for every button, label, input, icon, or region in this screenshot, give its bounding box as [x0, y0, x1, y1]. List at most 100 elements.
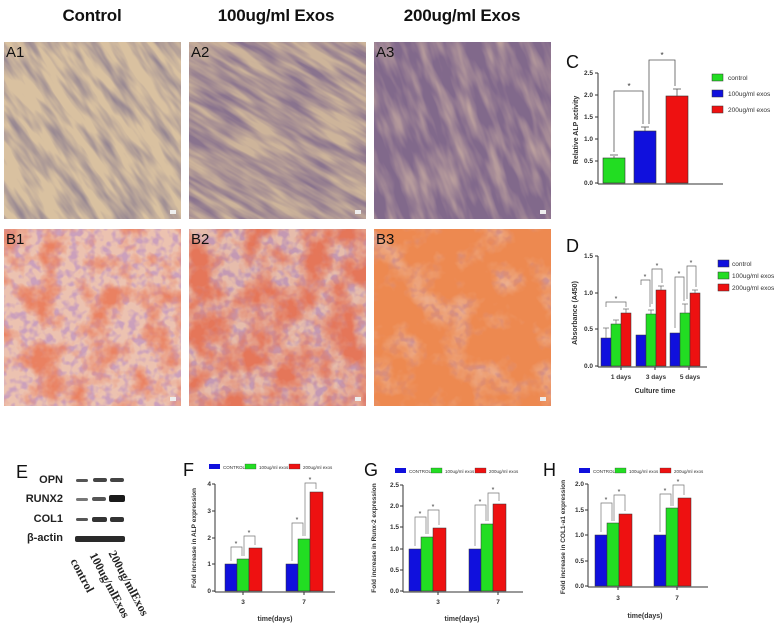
svg-text:2.5: 2.5	[584, 70, 593, 77]
micrograph-a2: A2	[189, 42, 366, 219]
svg-text:*: *	[492, 487, 495, 494]
svg-text:0.0: 0.0	[390, 588, 399, 595]
chart-c-legend: control 100ug/ml exos 200ug/ml exos	[711, 73, 771, 114]
svg-text:3: 3	[436, 599, 440, 606]
alizarin-stain-image	[189, 229, 366, 406]
svg-text:*: *	[605, 497, 608, 504]
band-label-runx2: RUNX2	[25, 493, 63, 505]
chart-h-col1-expression: CONTROL 100ug/ml exos 200ug/ml exos 2.0 …	[560, 467, 708, 620]
svg-text:time(days): time(days)	[257, 616, 292, 623]
svg-text:1.0: 1.0	[584, 136, 593, 143]
svg-text:1.0: 1.0	[575, 532, 584, 539]
chart-g-runx2-expression: CONTROL 100ug/ml exos 200ug/ml exos 2.5 …	[371, 467, 523, 623]
svg-text:3 days: 3 days	[646, 374, 667, 381]
bar-control	[602, 157, 626, 184]
panel-label: B3	[376, 231, 395, 248]
micrograph-b3: B3	[374, 229, 551, 406]
svg-text:200ug/ml exos: 200ug/ml exos	[303, 465, 333, 470]
micrograph-a1: A1	[4, 42, 181, 219]
panel-label: B1	[6, 231, 25, 248]
svg-text:*: *	[248, 530, 251, 537]
band-label-opn: OPN	[39, 474, 63, 486]
svg-text:1.5: 1.5	[584, 253, 593, 260]
svg-text:200ug/ml exos: 200ug/ml exos	[674, 469, 704, 474]
scale-bar	[355, 397, 361, 401]
svg-text:*: *	[432, 504, 435, 511]
svg-text:100ug/ml exos: 100ug/ml exos	[629, 469, 659, 474]
micrograph-a3: A3	[374, 42, 551, 219]
bar-200ug	[665, 95, 689, 184]
chart-d-legend: control 100ug/ml exos 200ug/ml exos	[717, 259, 775, 292]
column-title-200ug: 200ug/ml Exos	[403, 6, 521, 25]
svg-text:0.5: 0.5	[584, 326, 593, 333]
panel-letter-c: C	[566, 52, 579, 72]
svg-text:*: *	[660, 51, 663, 60]
panel-letter-d: D	[566, 236, 579, 256]
chart-g-legend: CONTROL 100ug/ml exos 200ug/ml exos	[395, 467, 519, 474]
svg-text:1.0: 1.0	[390, 546, 399, 553]
svg-text:*: *	[656, 263, 659, 270]
svg-text:Fold increase in Runx-2 expres: Fold increase in Runx-2 expression	[371, 483, 378, 592]
svg-text:CONTROL: CONTROL	[223, 465, 245, 470]
svg-text:*: *	[296, 517, 299, 524]
svg-text:*: *	[419, 511, 422, 518]
svg-text:3: 3	[616, 595, 620, 602]
svg-text:*: *	[309, 477, 312, 484]
svg-text:100ug/ml exos: 100ug/ml exos	[728, 91, 771, 98]
svg-text:0.0: 0.0	[584, 180, 593, 187]
svg-text:Fold increase in ALP expressio: Fold increase in ALP expression	[191, 488, 198, 588]
scale-bar	[540, 210, 546, 214]
svg-text:control: control	[728, 75, 748, 82]
svg-text:*: *	[678, 271, 681, 278]
column-title-control: Control	[62, 6, 122, 25]
scale-bar	[355, 210, 361, 214]
svg-text:4: 4	[207, 481, 211, 488]
scale-bar	[540, 397, 546, 401]
svg-text:2.0: 2.0	[390, 503, 399, 510]
panel-label: B2	[191, 231, 210, 248]
chart-c-relative-alp: 2.5 2.0 1.5 1.0 0.5 0.0 Relative ALP act…	[573, 51, 771, 187]
svg-text:*: *	[627, 82, 630, 91]
svg-text:*: *	[677, 479, 680, 486]
svg-text:*: *	[235, 541, 238, 548]
svg-text:0.0: 0.0	[584, 363, 593, 370]
svg-text:*: *	[618, 489, 621, 496]
svg-text:200ug/ml exos: 200ug/ml exos	[728, 107, 771, 114]
svg-text:100ug/ml exos: 100ug/ml exos	[259, 465, 289, 470]
svg-text:7: 7	[675, 595, 679, 602]
svg-text:0: 0	[207, 588, 211, 595]
svg-text:Culture time: Culture time	[635, 388, 676, 395]
alp-stain-image	[374, 42, 551, 219]
svg-text:7: 7	[302, 599, 306, 606]
chart-h-legend: CONTROL 100ug/ml exos 200ug/ml exos	[579, 467, 704, 474]
svg-text:200ug/ml exos: 200ug/ml exos	[732, 285, 775, 292]
panel-letter-h: H	[543, 460, 556, 480]
svg-text:time(days): time(days)	[627, 613, 662, 620]
svg-text:0.0: 0.0	[575, 583, 584, 590]
svg-text:CONTROL: CONTROL	[593, 469, 615, 474]
svg-text:0.5: 0.5	[390, 567, 399, 574]
svg-text:CONTROL: CONTROL	[409, 469, 431, 474]
panel-letter-g: G	[364, 460, 379, 480]
svg-text:1.5: 1.5	[584, 114, 593, 121]
svg-text:control: control	[732, 261, 752, 268]
micrograph-b2: B2	[189, 229, 366, 406]
panel-letter-e: E	[16, 462, 29, 482]
svg-text:3: 3	[207, 508, 211, 515]
panel-label: A1	[6, 44, 25, 61]
svg-text:*: *	[644, 274, 647, 281]
alp-stain-image	[4, 42, 181, 219]
chart-f-alp-expression: CONTROL 100ug/ml exos 200ug/ml exos 4 3 …	[191, 463, 335, 623]
micrograph-b1: B1	[4, 229, 181, 406]
panel-label: A2	[191, 44, 210, 61]
svg-text:*: *	[479, 499, 482, 506]
svg-text:0.5: 0.5	[575, 558, 584, 565]
svg-text:100ug/ml exos: 100ug/ml exos	[732, 273, 775, 280]
svg-text:2: 2	[207, 535, 211, 542]
svg-text:200ug/ml exos: 200ug/ml exos	[489, 469, 519, 474]
svg-text:1: 1	[207, 561, 211, 568]
column-title-100ug: 100ug/ml Exos	[217, 6, 335, 25]
svg-text:2.0: 2.0	[575, 481, 584, 488]
svg-text:Absorbance (A450): Absorbance (A450)	[572, 281, 579, 345]
band-label-col1: COL1	[33, 513, 63, 525]
